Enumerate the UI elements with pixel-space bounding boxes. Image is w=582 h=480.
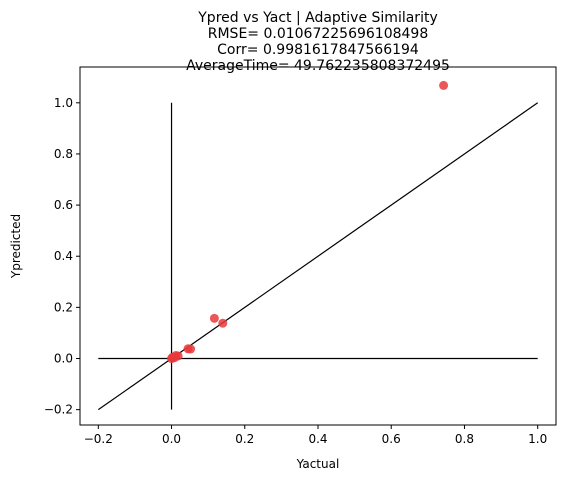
- chart-title-line: RMSE= 0.01067225696108498: [208, 26, 429, 42]
- data-point: [186, 344, 196, 354]
- plot-area: [79, 66, 557, 426]
- y-tick-label: 1.0: [54, 96, 73, 110]
- chart-title-line: Ypred vs Yact | Adaptive Similarity: [197, 10, 437, 26]
- y-tick-label: 0.8: [54, 147, 73, 161]
- data-point: [439, 80, 449, 90]
- x-tick-label: 0.4: [308, 432, 327, 446]
- y-tick-label: −0.2: [44, 403, 73, 417]
- reference-line: [97, 102, 539, 411]
- x-tick-label: 0.6: [382, 432, 401, 446]
- x-tick-label: 0.0: [162, 432, 181, 446]
- data-point: [218, 318, 228, 328]
- axes-frame: [79, 66, 557, 426]
- chart-title: Ypred vs Yact | Adaptive SimilarityRMSE=…: [186, 10, 450, 74]
- x-tick-label: 0.8: [455, 432, 474, 446]
- y-tick-label: 0.2: [54, 300, 73, 314]
- y-axis-label: Ypredicted: [9, 214, 23, 279]
- chart-title-line: Corr= 0.9981617847566194: [217, 42, 419, 58]
- x-tick-label: 0.2: [235, 432, 254, 446]
- data-point: [173, 351, 183, 361]
- x-axis-ticks: −0.2 0.0 0.2 0.4 0.6 0.8 1.0: [84, 425, 547, 446]
- y-tick-label: 0.4: [54, 249, 73, 263]
- y-tick-label: 0.0: [54, 352, 73, 366]
- chart-title-line: AverageTime= 49.762235808372495: [186, 58, 450, 74]
- data-point: [209, 313, 219, 323]
- data-points: [167, 80, 449, 364]
- y-axis-ticks: −0.2 0.0 0.2 0.4 0.6 0.8 1.0: [44, 96, 80, 417]
- reference-lines: [97, 102, 539, 411]
- y-tick-label: 0.6: [54, 198, 73, 212]
- x-axis-label: Yactual: [296, 457, 340, 471]
- x-tick-label: −0.2: [84, 432, 113, 446]
- x-tick-label: 1.0: [528, 432, 547, 446]
